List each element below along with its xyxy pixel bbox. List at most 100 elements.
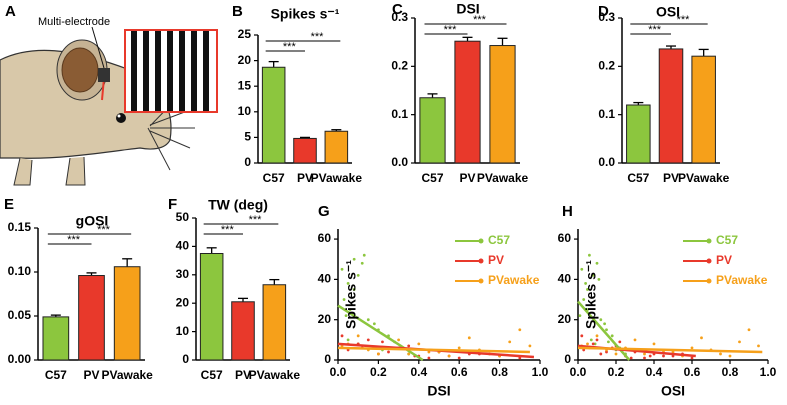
electrode (98, 68, 110, 82)
x-tick-label: 1.0 (760, 365, 777, 379)
significance-label: *** (283, 41, 297, 53)
bar (293, 137, 317, 164)
scatter-point (518, 328, 522, 332)
chart-title: TW (deg) (208, 197, 268, 213)
y-tick-label: 20 (558, 312, 572, 326)
mouse-eye (116, 113, 126, 123)
y-tick-label: 0.2 (391, 59, 408, 73)
x-tick-label: 0.0 (330, 365, 347, 379)
x-tick-label: C57 (263, 171, 285, 185)
x-tick-label: PVawake (311, 171, 363, 185)
scatter-point (372, 322, 376, 326)
y-tick-label: 20 (318, 312, 332, 326)
scatter-point (580, 267, 584, 271)
significance-label: *** (677, 14, 691, 26)
y-tick-label: 0 (564, 352, 571, 366)
y-tick-label: 0.0 (391, 155, 408, 169)
y-tick-label: 0.10 (8, 264, 32, 278)
y-tick-label: 0.1 (598, 107, 615, 121)
scatter-point (728, 354, 732, 358)
panel-label: H (562, 203, 573, 220)
x-tick-label: 0.6 (451, 365, 468, 379)
fit-line (337, 304, 424, 362)
scatter-point (599, 352, 603, 356)
x-tick-label: 0.4 (646, 365, 663, 379)
x-tick-label: PVawake (678, 171, 730, 185)
scatter-point (381, 340, 384, 344)
scatter-point (643, 356, 646, 360)
bar (454, 40, 481, 164)
scatter-point (589, 338, 593, 342)
scatter-point (362, 253, 366, 257)
legend-marker (478, 238, 484, 244)
scatter-point (377, 352, 380, 356)
y-tick-label: 20 (238, 53, 252, 67)
y-tick-label: 0.3 (598, 10, 615, 24)
scatter-point (387, 350, 390, 354)
y-tick-label: 25 (238, 27, 252, 41)
y-tick-label: 0.2 (598, 59, 615, 73)
scatter-point (614, 352, 618, 356)
scatter-point (610, 334, 614, 338)
scatter-point (366, 338, 370, 342)
mouse-brain (61, 47, 99, 93)
scatter-point (366, 318, 370, 322)
bar (324, 130, 349, 164)
chart-title: OSI (656, 4, 680, 20)
scatter-point (344, 314, 348, 318)
scatter-point (417, 342, 421, 346)
y-tick-label: 0.0 (598, 155, 615, 169)
scatter-point (690, 346, 694, 350)
legend-marker (706, 258, 712, 264)
significance-label: *** (648, 24, 662, 36)
scatter-point (447, 354, 451, 358)
scatter-point (605, 328, 608, 332)
chart-title: Spikes s⁻¹ (271, 6, 340, 22)
scatter-point (747, 328, 751, 332)
x-axis-title: OSI (661, 383, 685, 399)
scatter-point (595, 338, 599, 342)
fit-line (577, 346, 763, 354)
x-tick-label: C57 (421, 171, 443, 185)
panel-label: D (598, 3, 609, 20)
scatter-point (508, 340, 512, 344)
x-tick-label: 0.4 (410, 365, 427, 379)
y-tick-label: 0 (244, 155, 251, 169)
bar (199, 253, 224, 361)
x-tick-label: 0.0 (570, 365, 587, 379)
y-tick-label: 15 (238, 78, 252, 92)
y-tick-label: 0 (182, 352, 189, 366)
whiskers (147, 94, 195, 171)
x-tick-label: C57 (627, 171, 649, 185)
x-tick-label: 0.2 (370, 365, 387, 379)
scatter-point (346, 282, 350, 285)
mouse-illustration: A Multi-electrode (0, 3, 218, 186)
y-axis-title: Spikes s⁻¹ (343, 260, 359, 329)
scatter-point (407, 344, 411, 348)
panel-label: F (168, 196, 177, 213)
significance-label: *** (249, 214, 263, 226)
x-tick-label: C57 (45, 368, 67, 382)
y-tick-label: 30 (176, 267, 190, 281)
y-tick-label: 0.05 (8, 308, 32, 322)
scatter-point (578, 314, 582, 318)
scatter-point (346, 338, 350, 342)
grating-stripes (131, 31, 209, 111)
legend-marker (706, 238, 712, 244)
x-tick-label: PV (235, 368, 251, 382)
scatter-point (757, 344, 760, 348)
scatter-point (586, 288, 589, 291)
scatter-point (629, 356, 633, 360)
x-tick-label: PV (459, 171, 475, 185)
scatter-point (340, 267, 344, 271)
significance-label: *** (311, 31, 325, 43)
y-tick-label: 10 (176, 324, 190, 338)
bar (658, 48, 684, 164)
bar (261, 66, 286, 164)
annotation-line (91, 26, 105, 69)
mouse-leg (13, 156, 86, 186)
bar (419, 97, 446, 164)
x-tick-label: PVawake (101, 368, 153, 382)
y-tick-label: 40 (176, 239, 190, 253)
